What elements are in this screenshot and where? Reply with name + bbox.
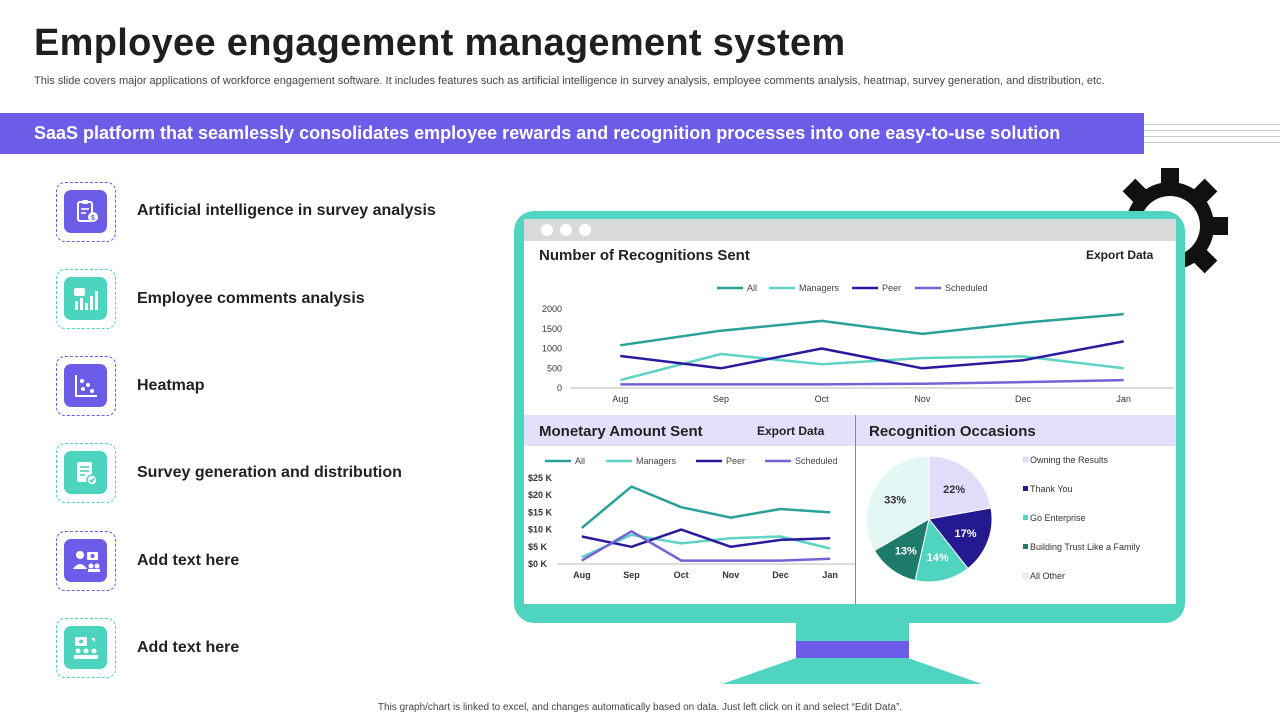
pie-slice-5 [865, 455, 930, 552]
pie-legend-swatch-2 [1023, 486, 1028, 491]
banner-decor-lines [1144, 124, 1280, 144]
recognitions-title: Number of Recognitions Sent [539, 247, 750, 264]
recognitions-line-chart: All Managers Peer Scheduled 0 500 1000 1500 2000… [542, 283, 1174, 404]
pie-slice-label-2: 17% [954, 528, 976, 540]
pie-slice-2 [928, 507, 993, 570]
recognitions-export-button[interactable]: Export Data [1086, 248, 1154, 262]
pie-legend-label-4: Building Trust Like a Family [1030, 542, 1141, 552]
monetary-line-chart: All Managers Peer Scheduled $0 K $5 K $10 K $15… [528, 456, 855, 580]
monetary-title: Monetary Amount Sent [539, 423, 703, 440]
comments-analysis-icon [64, 277, 107, 320]
monitor-neck-band [796, 641, 909, 659]
x-tick-label: Aug [612, 394, 628, 404]
pie-slice-1 [928, 455, 992, 520]
series-line-scheduled [620, 378, 1124, 386]
feature-label-1: Artificial intelligence in survey analys… [137, 202, 436, 219]
legend-label-4: Scheduled [945, 283, 988, 293]
legend-label-2: Managers [799, 283, 840, 293]
lower-panels-header-band [524, 415, 1176, 446]
legend-label-3: Peer [882, 283, 901, 293]
window-dot-2 [560, 224, 572, 236]
y-tick-label: 2000 [542, 304, 562, 314]
x-tick-label: Nov [722, 570, 739, 580]
panel-divider [855, 415, 856, 604]
x-tick-label: Jan [1116, 394, 1131, 404]
pie-legend-swatch-4 [1023, 544, 1028, 549]
pie-slice-label-4: 13% [895, 545, 917, 557]
legend-label-3: Peer [726, 456, 745, 466]
series-line-scheduled [581, 530, 831, 562]
y-tick-label: $0 K [528, 559, 548, 569]
series-line-peer [581, 528, 831, 549]
x-tick-label: Sep [623, 570, 640, 580]
legend-label-2: Managers [636, 456, 677, 466]
pie-slice-label-1: 22% [943, 484, 965, 496]
pie-legend-label-5: All Other [1030, 571, 1065, 581]
y-tick-label: $15 K [528, 507, 553, 517]
svg-text:$: $ [91, 215, 95, 222]
feature-label-2: Employee comments analysis [137, 290, 365, 307]
monetary-export-button[interactable]: Export Data [757, 424, 825, 438]
page-subtitle: This slide covers major applications of … [34, 75, 1105, 87]
feature-icon-frame-4 [56, 443, 116, 503]
y-tick-label: $20 K [528, 490, 553, 500]
pie-slice-label-3: 14% [927, 552, 949, 564]
page-title: Employee engagement management system [34, 22, 846, 64]
team-presentation-icon [64, 539, 107, 582]
y-tick-label: 0 [557, 383, 562, 393]
survey-document-icon [64, 451, 107, 494]
feature-icon-frame-3 [56, 356, 116, 416]
series-line-all [581, 485, 831, 529]
feature-label-4: Survey generation and distribution [137, 464, 402, 481]
y-tick-label: 500 [547, 363, 562, 373]
y-tick-label: $10 K [528, 525, 553, 535]
dashboard-screen: Number of Recognitions Sent Export Data … [524, 219, 1176, 604]
x-tick-label: Jan [822, 570, 838, 580]
pie-slice-3 [914, 517, 969, 583]
feature-icon-frame-2 [56, 269, 116, 329]
legend-label-1: All [575, 456, 585, 466]
x-tick-label: Aug [573, 570, 591, 580]
x-tick-label: Sep [713, 394, 729, 404]
x-tick-label: Nov [914, 394, 931, 404]
feature-icon-frame-6 [56, 618, 116, 678]
pie-legend-swatch-3 [1023, 515, 1028, 520]
series-line-all [620, 312, 1124, 347]
feature-label-3: Heatmap [137, 377, 205, 394]
y-tick-label: $25 K [528, 473, 553, 483]
feature-icon-frame-1: $ [56, 182, 116, 242]
heatmap-icon [64, 364, 107, 407]
banner: SaaS platform that seamlessly consolidat… [0, 113, 1144, 154]
y-tick-label: 1000 [542, 344, 562, 354]
y-tick-label: $5 K [528, 542, 548, 552]
series-line-peer [620, 340, 1124, 370]
banner-text: SaaS platform that seamlessly consolidat… [34, 123, 1061, 143]
x-tick-label: Oct [674, 570, 689, 580]
x-tick-label: Oct [815, 394, 830, 404]
feature-icon-frame-5 [56, 531, 116, 591]
footer-note: This graph/chart is linked to excel, and… [377, 702, 903, 713]
pie-legend-label-1: Owning the Results [1030, 455, 1109, 465]
x-tick-label: Dec [1015, 394, 1032, 404]
team-meeting-icon [64, 626, 107, 669]
window-title-bar [524, 219, 1176, 241]
y-tick-label: 1500 [542, 324, 562, 334]
occasions-title: Recognition Occasions [869, 423, 1036, 440]
feature-label-6: Add text here [137, 639, 240, 656]
legend-label-1: All [747, 283, 757, 293]
pie-legend-swatch-5 [1022, 572, 1029, 579]
pie-slice-label-5: 33% [884, 494, 906, 506]
legend-label-4: Scheduled [795, 456, 838, 466]
feature-label-5: Add text here [137, 552, 240, 569]
x-tick-label: Dec [772, 570, 789, 580]
monitor-base [722, 658, 982, 684]
pie-legend-swatch-1 [1022, 456, 1029, 463]
pie-legend-label-3: Go Enterprise [1030, 513, 1086, 523]
occasions-pie-chart: 22% 17% 14% 13% 33% Owning the Results Thank Y… [865, 455, 1141, 583]
window-dot-3 [579, 224, 591, 236]
survey-ai-icon: $ [64, 190, 107, 233]
window-dot-1 [541, 224, 553, 236]
pie-legend-label-2: Thank You [1030, 484, 1073, 494]
